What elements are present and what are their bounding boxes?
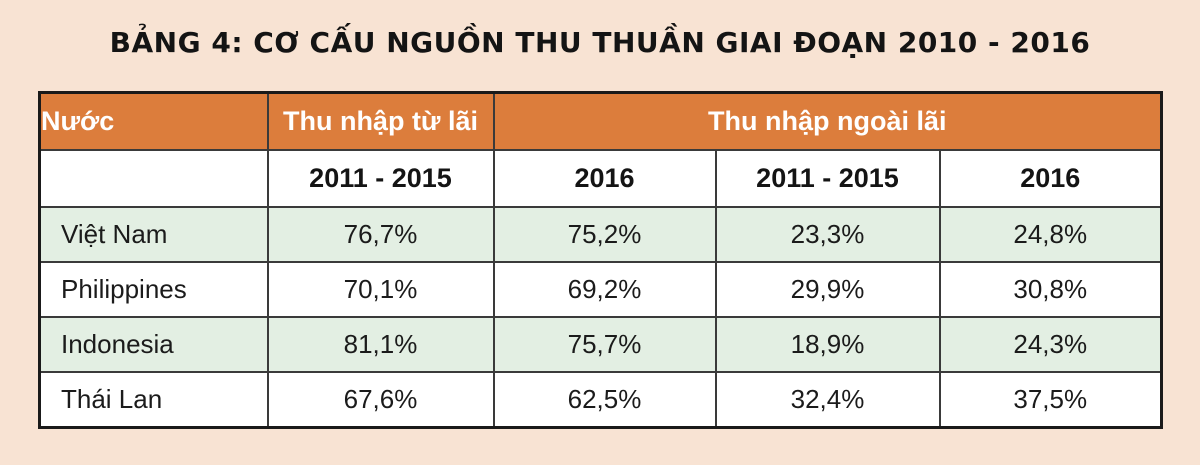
interest-income-header: Thu nhập từ lãi [266,91,495,151]
country-cell: Philippines [38,261,269,318]
value-cell: 81,1% [266,316,495,373]
value-cell: 24,8% [938,206,1163,263]
value-cell: 62,5% [492,371,717,429]
period-header: 2011 - 2015 [266,149,495,208]
value-cell: 76,7% [266,206,495,263]
revenue-structure-table: Nước Thu nhập từ lãi Thu nhập ngoài lãi … [38,91,1164,429]
table-row: Việt Nam 76,7% 75,2% 23,3% 24,8% [38,206,1163,263]
value-cell: 67,6% [266,371,495,429]
value-cell: 18,9% [714,316,941,373]
value-cell: 30,8% [938,261,1163,318]
value-cell: 24,3% [938,316,1163,373]
empty-header-cell [38,149,269,208]
period-header: 2016 [492,149,717,208]
value-cell: 37,5% [938,371,1163,429]
value-cell: 23,3% [714,206,941,263]
value-cell: 70,1% [266,261,495,318]
period-header: 2011 - 2015 [714,149,941,208]
period-header: 2016 [938,149,1163,208]
value-cell: 32,4% [714,371,941,429]
country-column-header: Nước [38,91,269,151]
table-row: Philippines 70,1% 69,2% 29,9% 30,8% [38,261,1163,318]
table-row: Thái Lan 67,6% 62,5% 32,4% 37,5% [38,371,1163,429]
country-cell: Indonesia [38,316,269,373]
value-cell: 75,7% [492,316,717,373]
value-cell: 75,2% [492,206,717,263]
group-header-row: Nước Thu nhập từ lãi Thu nhập ngoài lãi [38,91,1163,151]
table-row: Indonesia 81,1% 75,7% 18,9% 24,3% [38,316,1163,373]
value-cell: 29,9% [714,261,941,318]
non-interest-income-header: Thu nhập ngoài lãi [492,91,1163,151]
country-cell: Việt Nam [38,206,269,263]
country-cell: Thái Lan [38,371,269,429]
value-cell: 69,2% [492,261,717,318]
period-header-row: 2011 - 2015 2016 2011 - 2015 2016 [38,149,1163,208]
table-title: BẢNG 4: CƠ CẤU NGUỒN THU THUẦN GIAI ĐOẠN… [109,26,1091,59]
